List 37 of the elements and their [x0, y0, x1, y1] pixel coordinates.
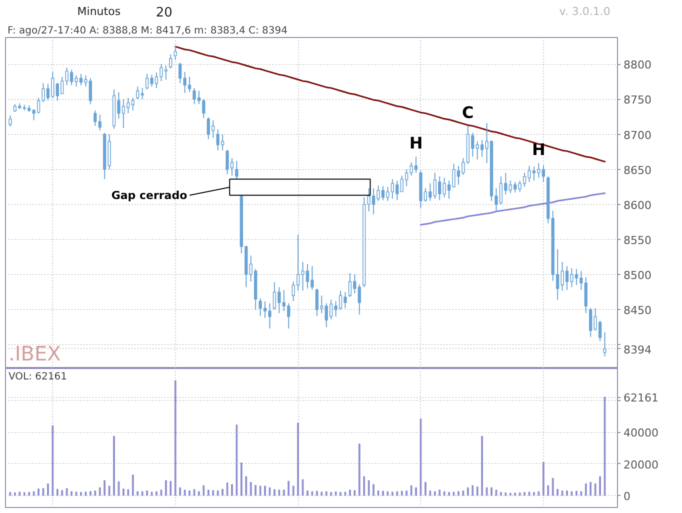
y-tick-label: 0 [624, 490, 630, 503]
y-tick-label: 8700 [624, 128, 652, 142]
y-tick-label: 8500 [624, 269, 652, 282]
candlestick [603, 332, 606, 357]
y-tick-label: 8600 [624, 198, 652, 212]
y-tick-label: 8450 [624, 304, 652, 318]
candlestick [584, 276, 588, 314]
y-tick-label: 8750 [624, 94, 652, 107]
chart-subtitle: F: ago/27-17:40 A: 8388,8 M: 8417,6 m: 8383,4 C: 8394 [8, 26, 288, 36]
candlestick [174, 45, 177, 60]
annotation: H [532, 140, 546, 160]
annotation: Gap cerrado [111, 188, 188, 202]
annotation: C [462, 102, 474, 122]
candlestick [169, 54, 172, 69]
text: Minutos [77, 5, 121, 18]
candlestick [140, 87, 144, 100]
text: v. 3.0.1.0 [559, 5, 610, 18]
candlestick [235, 160, 238, 180]
candlestick [8, 114, 12, 128]
text: 20 [156, 6, 172, 20]
line-series [420, 192, 606, 226]
candlestick [94, 110, 97, 126]
y-tick-label: 8650 [624, 164, 652, 177]
y-tick-label: 8800 [624, 58, 652, 72]
candlestick [220, 134, 224, 151]
y-tick-label: 8550 [624, 234, 652, 247]
line-series [174, 46, 606, 162]
annotation: H [409, 134, 423, 153]
text: .IBEX [8, 342, 62, 366]
y-tick-label: 8394 [624, 343, 652, 356]
candlestick [136, 86, 140, 100]
candlestick [98, 114, 102, 132]
y-tick-label: 20000 [624, 458, 658, 472]
chart-title: VOL: 62161 [8, 372, 67, 382]
y-tick-label: 62161 [624, 392, 658, 405]
candlestick [315, 288, 319, 316]
y-tick-label: 40000 [624, 426, 658, 440]
